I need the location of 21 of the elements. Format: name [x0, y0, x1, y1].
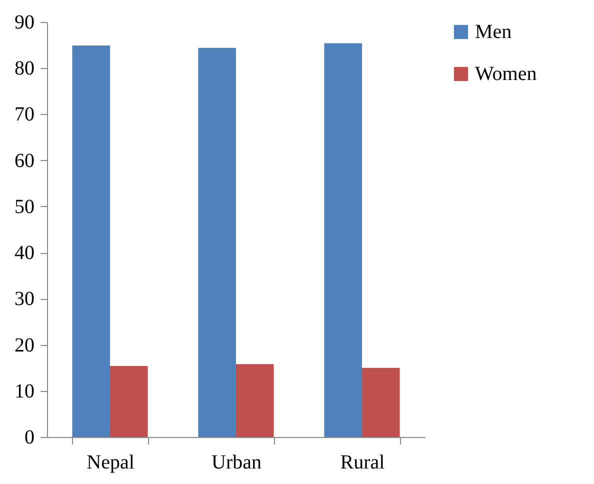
bar	[72, 46, 110, 437]
y-tick-label: 50	[14, 196, 34, 218]
y-tick-label: 30	[14, 288, 34, 310]
y-tick-label: 10	[14, 380, 34, 402]
legend-label: Men	[475, 21, 512, 43]
y-tick-label: 70	[14, 104, 34, 126]
bar	[324, 43, 362, 437]
x-tick-label: Urban	[212, 452, 262, 474]
y-tick-label: 60	[14, 150, 34, 172]
bar	[110, 366, 148, 437]
y-tick-label: 80	[14, 58, 34, 80]
legend-label: Women	[475, 63, 537, 85]
bar	[362, 368, 400, 437]
y-tick-label: 0	[24, 426, 34, 448]
y-tick-label: 40	[14, 242, 34, 264]
bar	[236, 364, 274, 437]
x-tick-label: Nepal	[86, 452, 135, 474]
bar	[198, 48, 236, 437]
y-tick-label: 90	[14, 12, 34, 34]
x-tick-label: Rural	[340, 452, 386, 474]
y-tick-label: 20	[14, 334, 34, 356]
